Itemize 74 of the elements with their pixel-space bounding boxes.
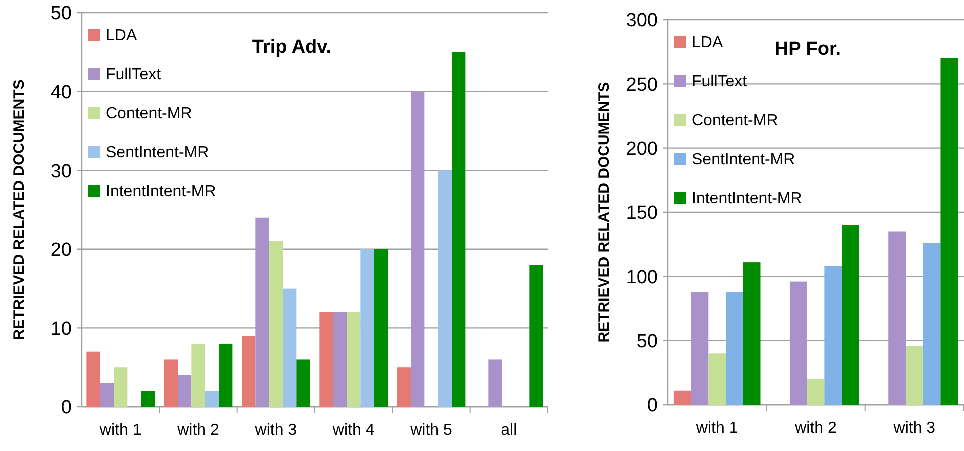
legend-label: IntentIntent-MR xyxy=(106,184,216,201)
bar xyxy=(824,266,842,405)
bar xyxy=(438,170,452,407)
x-tick-label: with 2 xyxy=(794,420,837,437)
x-tick-label: all xyxy=(501,422,518,439)
bar xyxy=(726,292,744,405)
y-tick-label: 150 xyxy=(626,203,658,224)
text: Trip Adv. xyxy=(252,37,332,58)
y-tick-label: 0 xyxy=(61,398,72,419)
y-tick-label: 0 xyxy=(647,396,658,417)
bar xyxy=(410,92,425,407)
y-tick-label: 50 xyxy=(50,4,72,25)
bar xyxy=(397,368,411,407)
bar xyxy=(219,344,233,407)
text: HP For. xyxy=(774,39,842,60)
bar xyxy=(708,354,726,405)
bar xyxy=(674,390,692,405)
bar xyxy=(842,225,860,405)
bar xyxy=(940,58,958,405)
bar xyxy=(807,379,825,405)
legend-label: SentIntent-MR xyxy=(692,152,796,169)
bar xyxy=(269,242,283,407)
legend-label: LDA xyxy=(692,34,724,52)
x-tick-label: with 2 xyxy=(176,422,220,439)
bar xyxy=(888,232,906,405)
x-tick-label: with 3 xyxy=(892,420,936,437)
y-tick-label: 30 xyxy=(50,161,72,182)
y-tick-label: 250 xyxy=(626,74,658,96)
bar xyxy=(256,218,270,407)
legend-label: Content-MR xyxy=(106,106,192,123)
y-tick-label: 10 xyxy=(50,318,72,340)
bar xyxy=(141,391,156,407)
y-tick-label: 40 xyxy=(50,82,72,104)
y-tick-label: 200 xyxy=(626,138,658,160)
bar xyxy=(242,336,256,407)
bar xyxy=(906,346,924,405)
bar xyxy=(114,368,128,407)
bar xyxy=(923,243,941,405)
bar xyxy=(530,265,544,407)
bar xyxy=(360,249,374,407)
legend-label: Content-MR xyxy=(692,112,778,130)
x-tick-label: with 1 xyxy=(695,420,738,437)
bar xyxy=(205,391,220,407)
bar xyxy=(790,282,808,405)
x-tick-label: with 3 xyxy=(254,422,298,439)
x-tick-label: with 4 xyxy=(332,422,375,439)
bar xyxy=(691,292,709,405)
legend-label: FullText xyxy=(106,66,162,84)
bar xyxy=(743,262,761,405)
bar xyxy=(296,360,310,407)
bar xyxy=(100,383,114,407)
bar xyxy=(192,344,206,407)
bar xyxy=(283,288,297,407)
y-tick-label: 50 xyxy=(636,331,658,352)
y-tick-label: 300 xyxy=(626,10,658,32)
y-axis-title: RETRIEVED RELATED DOCUMENTS xyxy=(11,80,28,340)
x-tick-label: with 5 xyxy=(410,422,452,439)
y-tick-label: 20 xyxy=(50,240,72,262)
bar xyxy=(320,312,334,407)
legend-label: LDA xyxy=(106,28,138,45)
x-tick-label: with 1 xyxy=(98,422,142,439)
legend-label: IntentIntent-MR xyxy=(692,190,802,208)
y-tick-label: 100 xyxy=(626,267,658,288)
bar xyxy=(347,312,361,407)
y-axis-title: RETRIEVED RELATED DOCUMENTS xyxy=(596,82,613,343)
bar xyxy=(86,352,100,407)
bar xyxy=(164,360,178,407)
bar xyxy=(374,249,388,407)
legend-label: FullText xyxy=(692,74,748,91)
bar xyxy=(488,360,502,407)
legend-label: SentIntent-MR xyxy=(106,144,210,162)
bar xyxy=(452,52,466,407)
bar xyxy=(178,375,192,407)
bar xyxy=(333,312,347,407)
